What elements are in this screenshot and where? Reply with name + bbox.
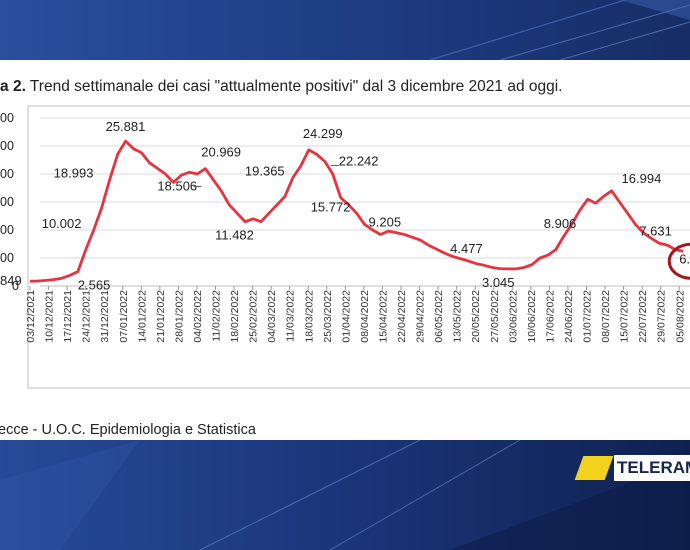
data-labels: 849 2.565 10.002 18.993 25.881 18.506 20.969 11… [0, 119, 690, 293]
data-label: 2.565 [78, 278, 111, 293]
series-group [29, 139, 684, 283]
data-label: 11.482 [215, 228, 254, 243]
x-tick-label: 08/04/2022 [359, 290, 371, 343]
data-label: 9.205 [369, 214, 402, 229]
presentation-slide: ra 2. Trend settimanale dei casi "attual… [0, 60, 690, 440]
x-tick-label: 03/06/2022 [507, 290, 519, 343]
y-tick-label: 00 [0, 195, 14, 209]
x-tick-label: 04/02/2022 [192, 290, 204, 343]
figure-caption: ra 2. Trend settimanale dei casi "attual… [0, 78, 562, 96]
x-tick-label: 13/05/2022 [452, 290, 464, 343]
x-tick-label: 01/04/2022 [340, 290, 352, 343]
data-label: 18.993 [54, 166, 94, 181]
background-top [0, 0, 690, 60]
series-line [29, 139, 684, 283]
x-axis: 03/12/2021 10/12/2021 17/12/2021 24/12/2021… [25, 286, 686, 343]
data-label: 3.045 [482, 275, 515, 290]
data-label: 10.002 [42, 216, 82, 231]
data-label: 20.969 [201, 145, 241, 160]
x-tick-label: 06/05/2022 [433, 290, 445, 343]
x-tick-label: 21/01/2022 [155, 290, 167, 343]
x-tick-label: 17/06/2022 [544, 290, 556, 343]
data-label: 8.906 [544, 216, 577, 231]
x-tick-label: 29/07/2022 [656, 290, 668, 343]
x-tick-label: 18/03/2022 [303, 290, 315, 343]
x-tick-label: 03/12/2021 [25, 290, 37, 343]
x-tick-label: 07/01/2022 [118, 290, 130, 343]
x-tick-label: 14/01/2022 [136, 290, 148, 343]
x-tick-label: 24/12/2021 [81, 290, 93, 343]
y-tick-label: 00 [0, 167, 14, 181]
background-lines-bottom [0, 440, 690, 550]
gridlines [40, 117, 690, 287]
x-tick-label: 05/08/2022 [674, 290, 686, 343]
background-bottom [0, 440, 690, 550]
data-label: 6. [679, 251, 690, 266]
highlight-circle [667, 242, 690, 280]
x-tick-label: 15/07/2022 [619, 290, 631, 343]
y-tick-label: 00 [0, 139, 14, 153]
y-tick-label: 00 [0, 111, 14, 125]
x-tick-label: 22/04/2022 [396, 290, 408, 343]
figure-source: ecce - U.O.C. Epidemiologia e Statistica [0, 422, 256, 438]
highlight-group [667, 242, 690, 280]
x-tick-label: 25/02/2022 [248, 290, 260, 343]
data-label: 19.365 [245, 164, 285, 179]
x-tick-label: 24/06/2022 [563, 290, 575, 343]
x-tick-label: 17/12/2021 [62, 290, 74, 343]
x-tick-label: 20/05/2022 [470, 290, 482, 343]
x-tick-label: 15/04/2022 [377, 290, 389, 343]
y-tick-label: 0 [12, 279, 19, 293]
x-tick-label: 31/12/2021 [99, 290, 111, 343]
data-label: 18.506 [157, 178, 197, 193]
x-tick-label: 11/02/2022 [211, 290, 223, 342]
x-tick-label: 11/03/2022 [285, 290, 297, 342]
y-tick-label: 00 [0, 251, 14, 265]
plot-frame [27, 105, 690, 389]
figure-title: Trend settimanale dei casi "attualmente … [25, 78, 563, 95]
x-tick-label: 08/07/2022 [600, 290, 612, 343]
logo-mark-icon [574, 456, 614, 480]
x-tick-label: 10/12/2021 [44, 290, 56, 343]
data-label: 849 [0, 273, 22, 288]
data-label: 15.772 [311, 200, 351, 215]
x-tick-label: 27/05/2022 [489, 290, 501, 343]
x-tick-label: 25/03/2022 [322, 290, 334, 343]
y-tick-label: 00 [0, 223, 14, 237]
data-label: 16.994 [622, 171, 662, 186]
data-label: 7.631 [639, 223, 672, 238]
logo-text: TELERAM [614, 455, 690, 481]
x-tick-label: 04/03/2022 [266, 290, 278, 343]
data-label: 25.881 [106, 119, 146, 134]
x-tick-label: 01/07/2022 [582, 290, 594, 343]
x-tick-label: 18/02/2022 [229, 290, 241, 343]
x-tick-label: 28/01/2022 [173, 290, 185, 343]
background-lines-top [429, 0, 690, 60]
x-tick-label: 22/07/2022 [637, 290, 649, 343]
figure-number: ra 2. [0, 78, 26, 95]
x-tick-label: 29/04/2022 [415, 290, 427, 343]
data-label: 24.299 [303, 126, 343, 141]
x-tick-label: 10/06/2022 [526, 290, 538, 343]
broadcaster-logo: TELERAM [574, 455, 690, 483]
data-label: 4.477 [450, 241, 483, 256]
data-label: 22.242 [339, 153, 379, 168]
